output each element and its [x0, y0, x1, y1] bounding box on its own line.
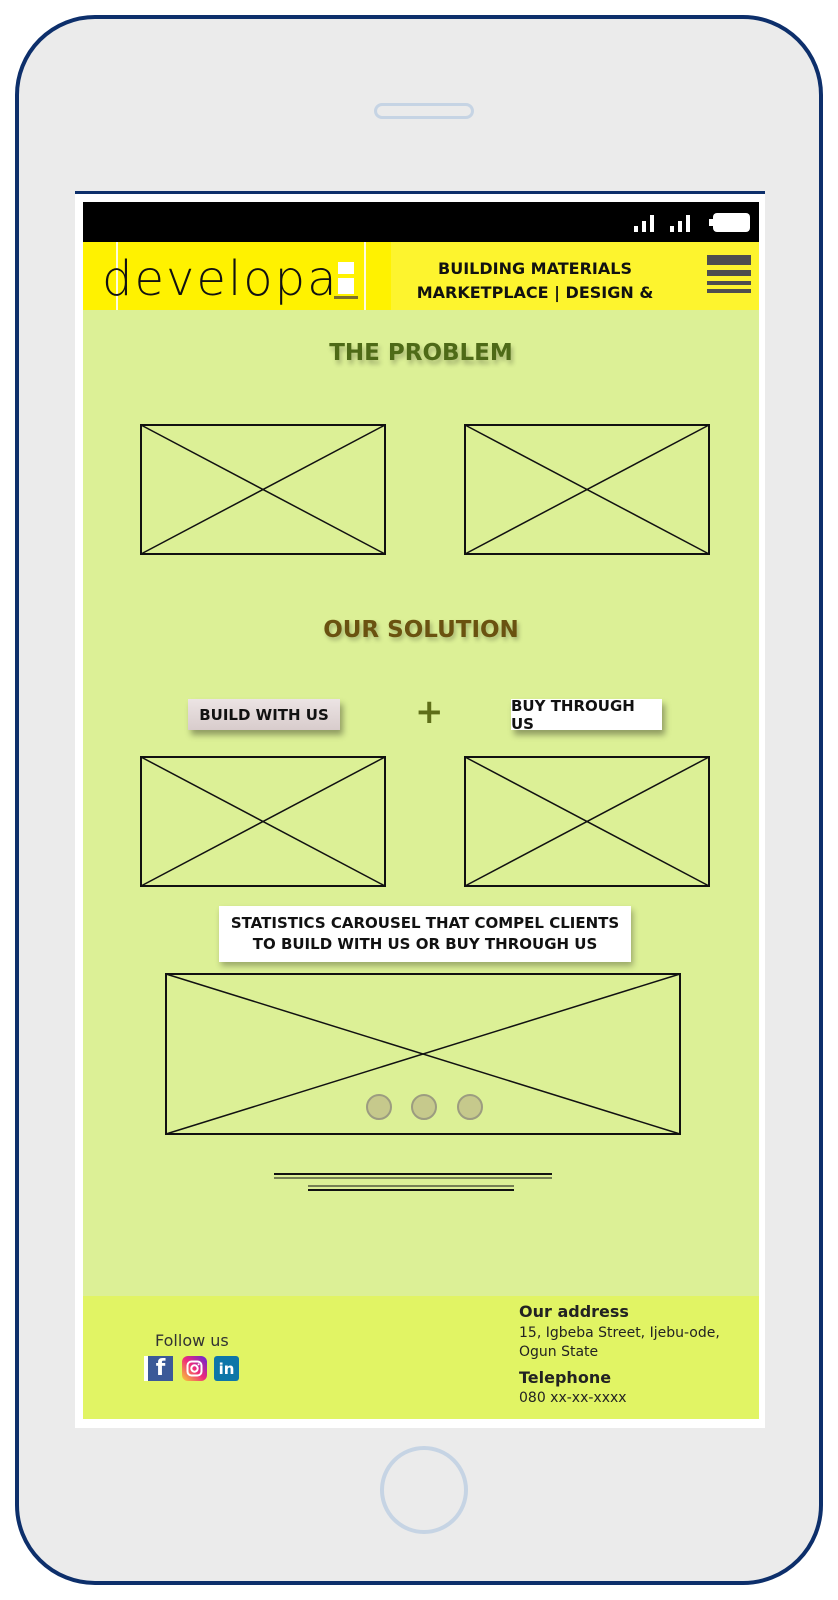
main-content — [83, 310, 759, 1296]
buy-through-us-button[interactable]: BUY THROUGH US — [511, 697, 662, 733]
carousel-dot[interactable] — [457, 1094, 483, 1120]
logo-text: developa — [102, 251, 339, 307]
solution-title: OUR SOLUTION — [323, 617, 519, 643]
statistics-carousel[interactable] — [165, 973, 681, 1135]
logo-divider — [116, 242, 118, 310]
logo-mark-icon — [334, 258, 358, 302]
carousel-dot[interactable] — [411, 1094, 437, 1120]
logo-divider — [364, 242, 366, 310]
plus-icon: + — [415, 692, 444, 732]
problem-image-placeholder — [140, 424, 386, 555]
address-title: Our address — [519, 1302, 629, 1321]
solution-image-placeholder — [140, 756, 386, 887]
signal-icon — [634, 215, 654, 232]
status-bar — [83, 202, 759, 242]
speaker-slot — [374, 103, 474, 119]
build-with-us-button[interactable]: BUILD WITH US — [188, 699, 340, 730]
solution-image-placeholder — [464, 756, 710, 887]
telephone-number[interactable]: 080 xx-xx-xxxx — [519, 1390, 627, 1406]
facebook-icon[interactable]: f — [144, 1356, 173, 1381]
battery-icon — [709, 213, 750, 232]
telephone-title: Telephone — [519, 1368, 612, 1387]
tagline-line1: BUILDING MATERIALS — [438, 259, 632, 278]
carousel-dot[interactable] — [366, 1094, 392, 1120]
address-text: 15, Igbeba Street, Ijebu-ode, Ogun State — [519, 1325, 720, 1360]
statistics-label: STATISTICS CAROUSEL THAT COMPEL CLIENTS … — [219, 906, 631, 962]
problem-title: THE PROBLEM — [329, 340, 513, 366]
follow-us-label: Follow us — [155, 1331, 229, 1350]
instagram-icon[interactable] — [182, 1356, 207, 1381]
linkedin-icon[interactable]: in — [214, 1356, 239, 1381]
hamburger-menu-icon[interactable] — [707, 255, 751, 297]
wifi-signal-icon — [670, 215, 690, 232]
problem-image-placeholder — [464, 424, 710, 555]
home-button[interactable] — [380, 1446, 468, 1534]
divider-lines — [274, 1173, 552, 1191]
